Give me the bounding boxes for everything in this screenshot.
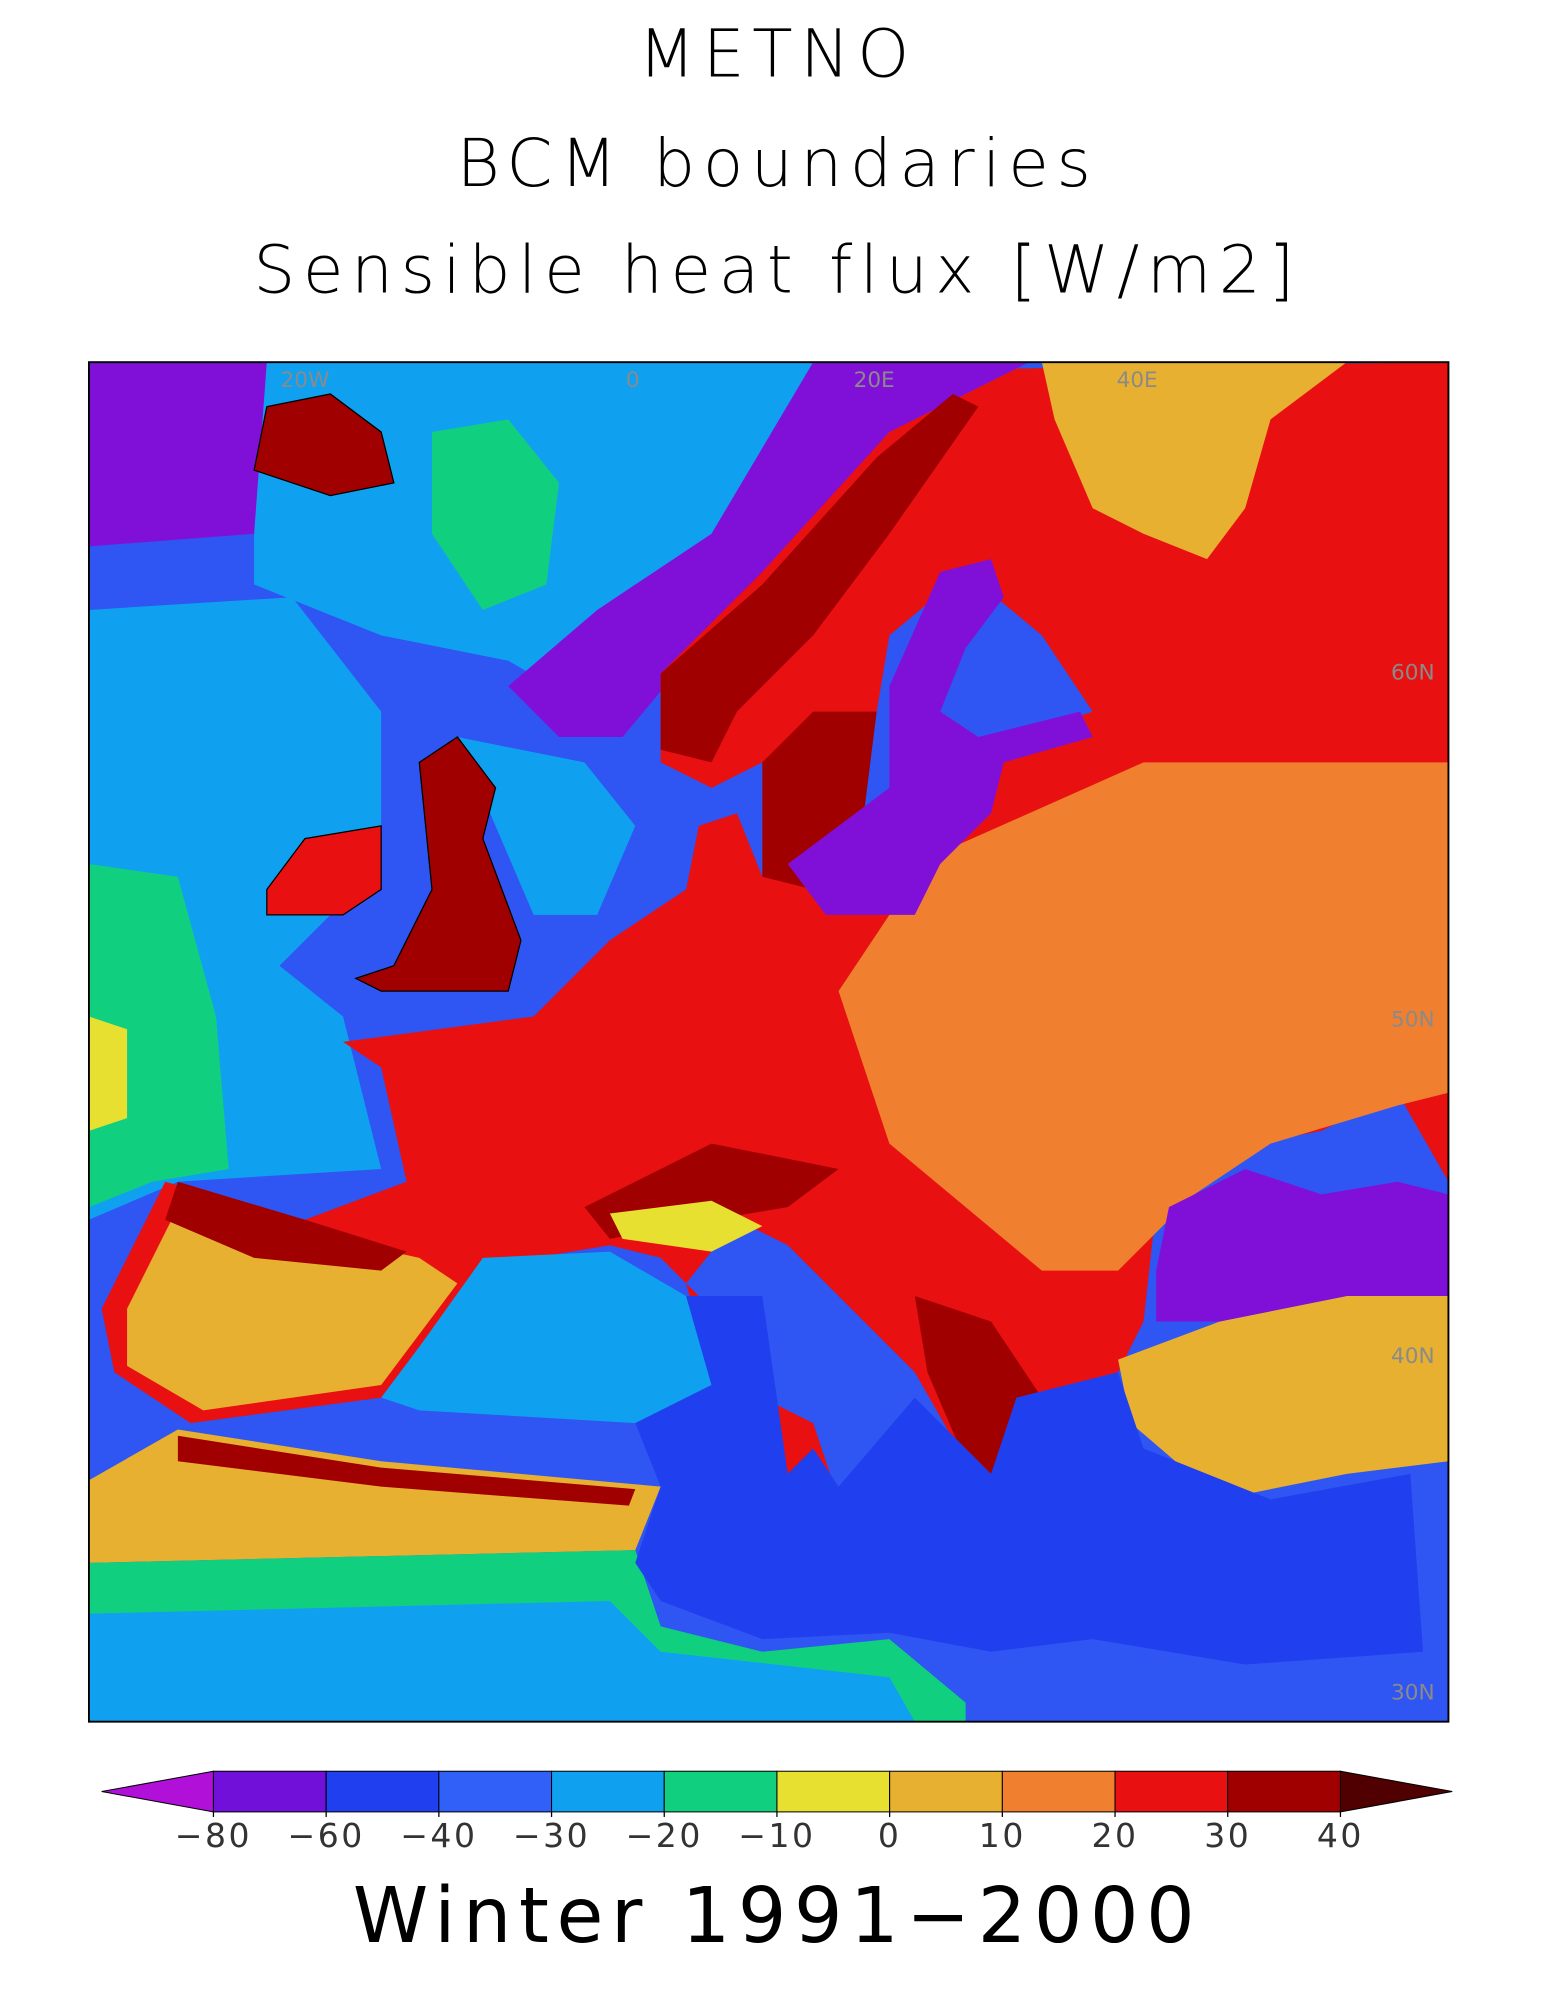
lon-label: 0 [626,368,640,393]
colorbar-tick-label: 20 [1091,1816,1138,1855]
lat-label: 40N [1391,1344,1435,1369]
colorbar-tick-label: −10 [738,1816,815,1855]
colorbar-tick-label: −20 [626,1816,703,1855]
map-field [88,362,1449,1722]
lon-label: 20W [281,368,330,393]
colorbar-tick-label: −80 [175,1816,252,1855]
colorbar-tick-label: 40 [1317,1816,1364,1855]
colorbar-tick-label: 10 [979,1816,1026,1855]
colorbar-box [212,1770,327,1813]
title-line: Sensible heat flux [W/m2] [253,232,1302,309]
lon-label: 20E [854,368,895,393]
footer: Winter 1991−2000 [353,1871,1202,1960]
colorbar-box [325,1770,440,1813]
title-line: METNO [638,16,917,93]
colorbar-extend-high [1339,1770,1453,1813]
lat-label: 50N [1391,1007,1435,1032]
colorbar: −80 −60 −40 −30 −20 −10 0 10 20 30 40 [101,1770,1453,1855]
colorbar-box [1001,1770,1116,1813]
colorbar-box [1227,1770,1341,1813]
colorbar-tick-label: −40 [400,1816,477,1855]
colorbar-box [776,1770,891,1813]
lat-label: 60N [1391,660,1435,685]
colorbar-box [889,1770,1003,1813]
colorbar-tick-label: −60 [287,1816,364,1855]
map-frame [87,361,1450,1723]
lon-label: 40E [1117,368,1158,393]
colorbar-tick-label: −30 [513,1816,590,1855]
colorbar-tick-label: 0 [878,1816,902,1855]
colorbar-box [438,1770,553,1813]
colorbar-box [1114,1770,1229,1813]
colorbar-box [663,1770,778,1813]
title-line: BCM boundaries [457,125,1099,202]
colorbar-extend-low [101,1770,214,1813]
lat-label: 30N [1391,1681,1435,1706]
colorbar-box [551,1770,665,1813]
colorbar-tick-label: 30 [1204,1816,1251,1855]
